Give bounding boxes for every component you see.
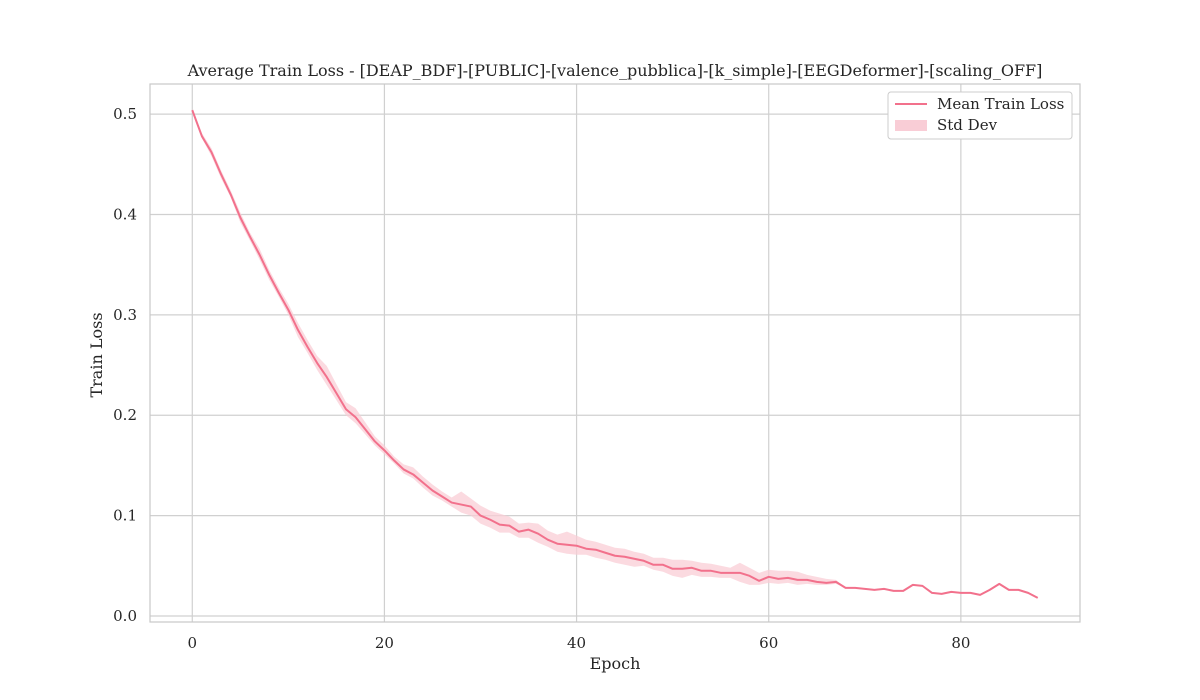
y-tick-label: 0.2 — [113, 406, 137, 424]
legend-label-mean: Mean Train Loss — [937, 95, 1064, 113]
x-tick-label: 60 — [759, 634, 778, 652]
x-tick-label: 20 — [375, 634, 394, 652]
y-tick-label: 0.5 — [113, 105, 137, 123]
x-tick-label: 40 — [567, 634, 586, 652]
x-tick-labels: 0 20 40 60 80 — [187, 634, 970, 652]
y-tick-labels: 0.0 0.1 0.2 0.3 0.4 0.5 — [113, 105, 137, 625]
y-tick-label: 0.4 — [113, 205, 137, 223]
y-tick-label: 0.1 — [113, 507, 137, 525]
x-tick-label: 0 — [187, 634, 197, 652]
plot-frame — [149, 83, 1081, 623]
chart-title: Average Train Loss - [DEAP_BDF]-[PUBLIC]… — [187, 61, 1043, 80]
y-tick-label: 0.3 — [113, 306, 137, 324]
y-axis-label: Train Loss — [87, 312, 106, 397]
legend-band-swatch — [895, 120, 927, 131]
legend-label-std: Std Dev — [937, 116, 998, 134]
x-axis-label: Epoch — [590, 654, 641, 673]
y-tick-label: 0.0 — [113, 607, 137, 625]
legend: Mean Train Loss Std Dev — [887, 91, 1073, 140]
legend-box — [887, 91, 1073, 140]
x-tick-label: 80 — [951, 634, 970, 652]
mean-line-layer — [191, 109, 1039, 599]
mean-train-loss-line — [191, 109, 1039, 599]
